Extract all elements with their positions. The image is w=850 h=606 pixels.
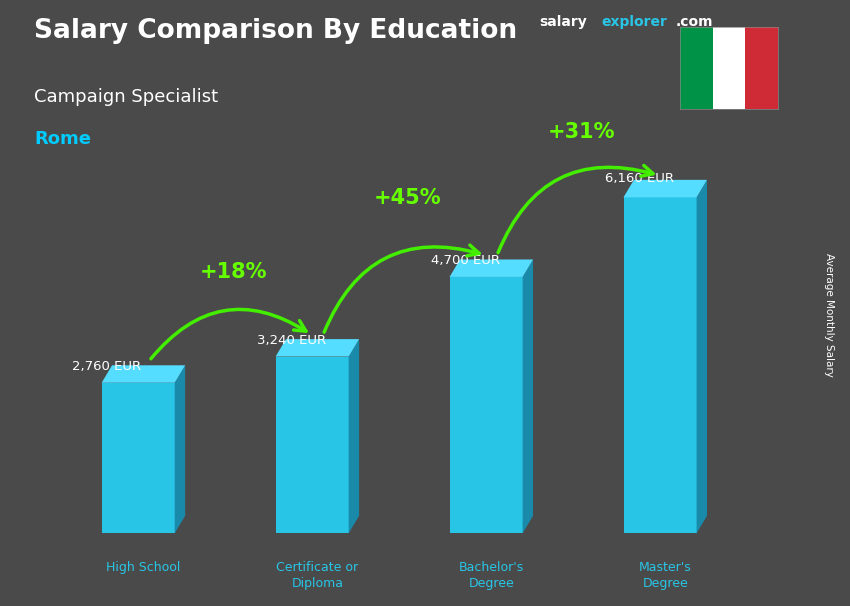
Text: Bachelor's
Degree: Bachelor's Degree (459, 561, 524, 590)
Polygon shape (624, 180, 707, 198)
Bar (712, 27, 745, 109)
Bar (680, 27, 712, 109)
Polygon shape (275, 339, 359, 356)
Text: Rome: Rome (34, 130, 91, 148)
Text: Master's
Degree: Master's Degree (639, 561, 692, 590)
Polygon shape (102, 365, 185, 383)
Text: 4,700 EUR: 4,700 EUR (431, 254, 500, 267)
Text: +45%: +45% (374, 188, 442, 208)
Bar (102, 383, 175, 533)
Text: Campaign Specialist: Campaign Specialist (34, 88, 218, 106)
Polygon shape (450, 259, 533, 277)
Text: 6,160 EUR: 6,160 EUR (604, 172, 674, 185)
Text: .com: .com (676, 15, 713, 29)
Bar (450, 277, 523, 533)
Polygon shape (696, 180, 707, 533)
Bar (275, 356, 348, 533)
Bar (624, 198, 696, 533)
Text: +31%: +31% (548, 122, 615, 142)
Text: Certificate or
Diploma: Certificate or Diploma (276, 561, 359, 590)
Text: 2,760 EUR: 2,760 EUR (72, 360, 141, 373)
Text: High School: High School (106, 561, 180, 573)
Text: Salary Comparison By Education: Salary Comparison By Education (34, 18, 517, 44)
Text: 3,240 EUR: 3,240 EUR (257, 334, 326, 347)
Text: Average Monthly Salary: Average Monthly Salary (824, 253, 834, 377)
Polygon shape (348, 339, 359, 533)
Polygon shape (175, 365, 185, 533)
Bar (745, 27, 778, 109)
Text: explorer: explorer (601, 15, 666, 29)
Polygon shape (523, 259, 533, 533)
Text: salary: salary (540, 15, 587, 29)
Text: +18%: +18% (200, 262, 268, 282)
